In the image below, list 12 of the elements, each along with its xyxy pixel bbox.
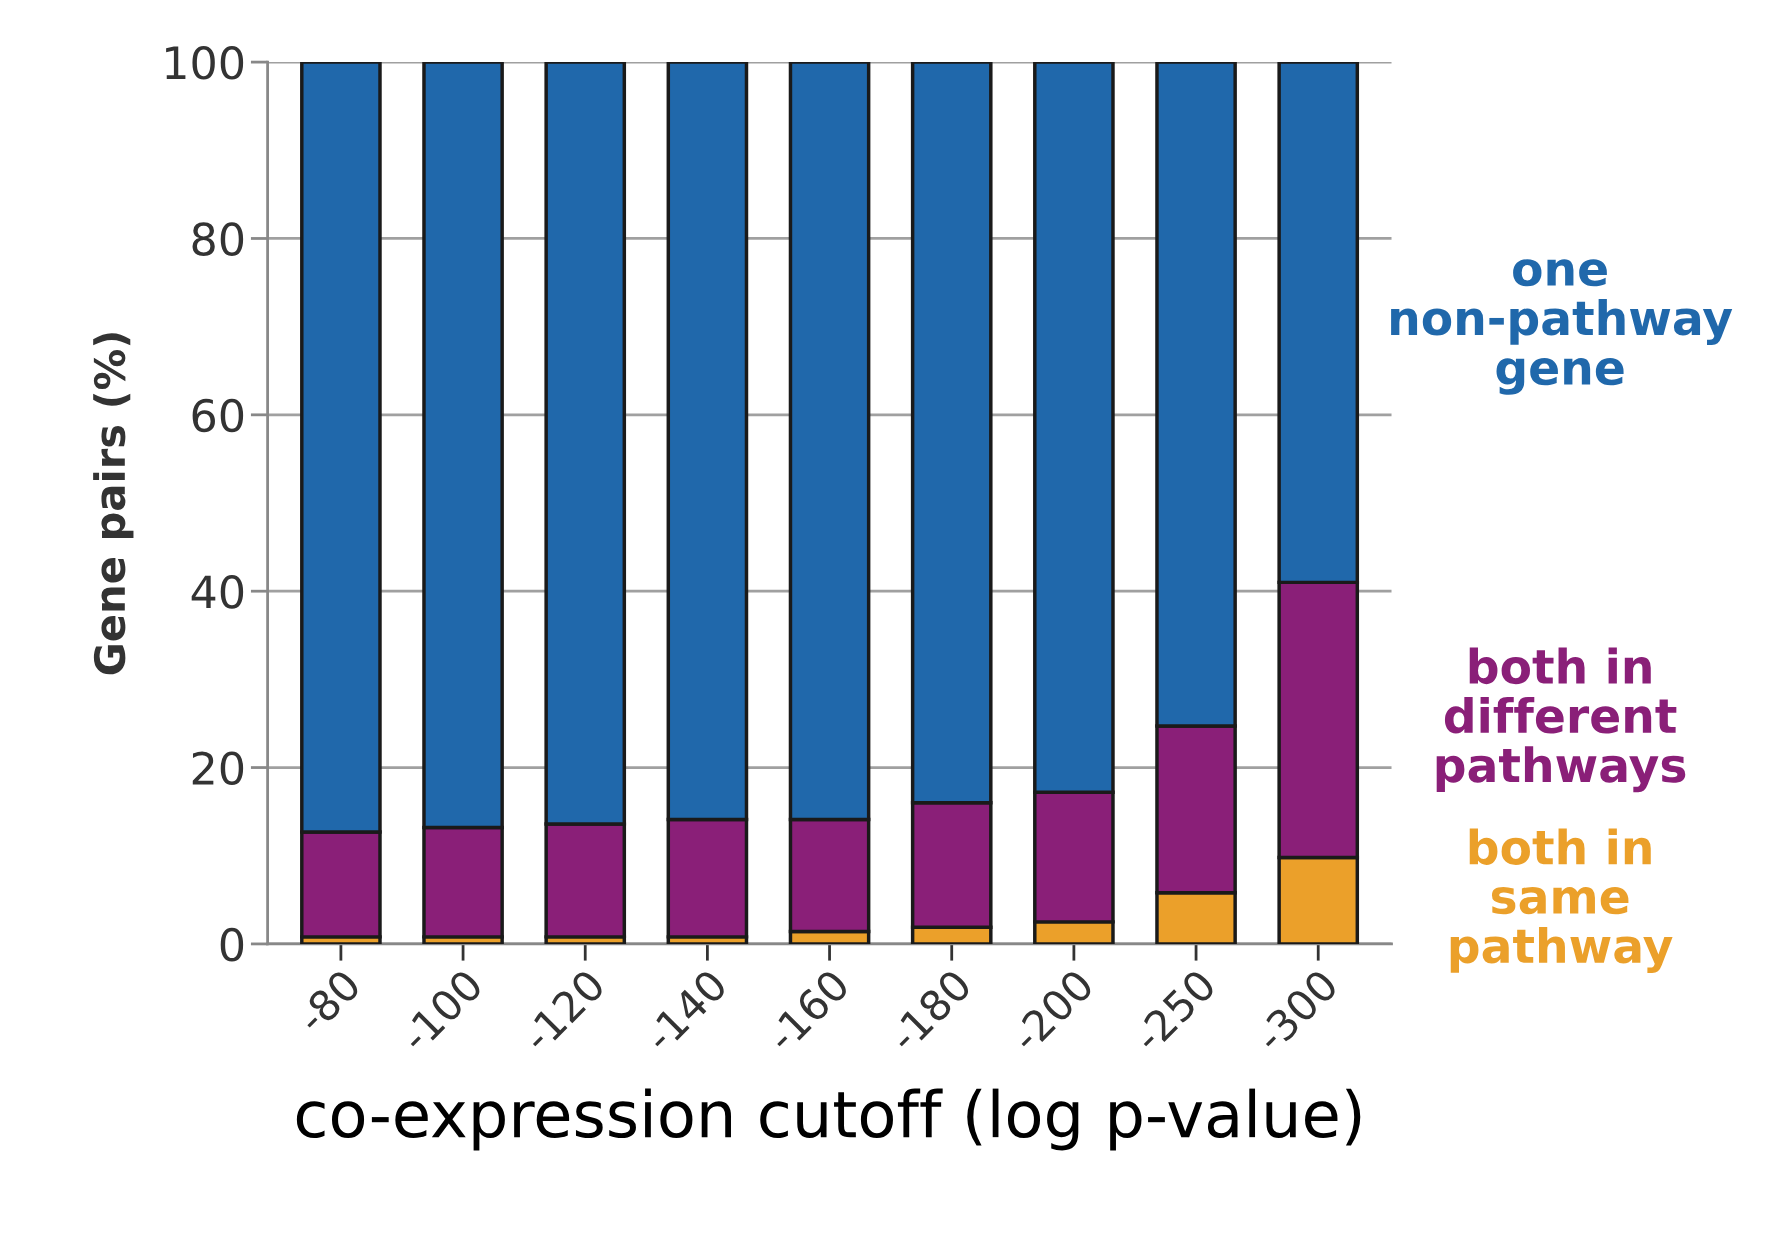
y-tick-label: 40 <box>191 575 244 609</box>
x-tick-label: -80 <box>294 967 362 1035</box>
y-tick-label: 80 <box>192 222 244 256</box>
y-tick-label: 20 <box>192 751 244 786</box>
series-label: both in same pathway <box>1450 828 1673 974</box>
y-tick-label: 60 <box>192 398 244 433</box>
y-tick-label: 100 <box>166 46 244 80</box>
x-axis-title: co-expression cutoff (log p-value) <box>296 1088 1361 1151</box>
series-label: one non-pathway gene <box>1391 259 1733 395</box>
y-axis-title: Gene pairs (%) <box>93 333 134 675</box>
series-label: both in different pathways <box>1436 647 1686 793</box>
y-tick-label: 0 <box>220 927 244 962</box>
